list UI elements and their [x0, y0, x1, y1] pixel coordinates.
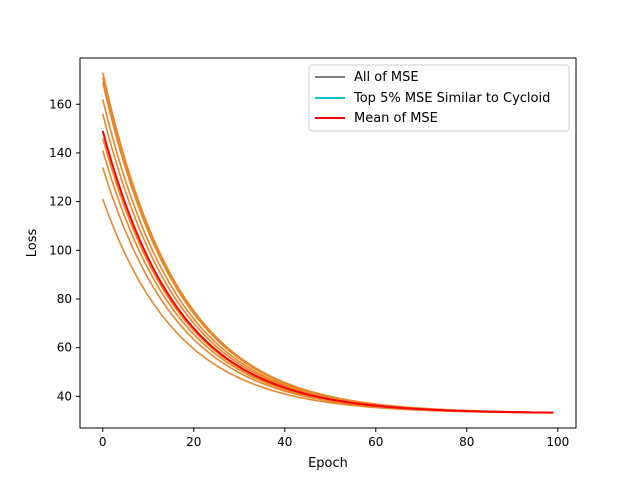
series-lines [101, 72, 554, 414]
x-axis-ticks: 0 20 40 60 80 100 [99, 428, 569, 449]
y-tick-label: 160 [49, 97, 72, 111]
legend-box [308, 64, 570, 132]
y-tick-label: 100 [49, 243, 72, 257]
x-tick-label: 100 [546, 435, 569, 449]
x-tick-label: 80 [459, 435, 474, 449]
y-tick-label: 120 [49, 195, 72, 209]
y-tick-label: 40 [57, 389, 72, 403]
plot-frame [79, 57, 577, 429]
series-line-mean [101, 130, 554, 414]
x-tick-label: 0 [99, 435, 107, 449]
x-tick-label: 60 [368, 435, 383, 449]
legend-label-top5: Top 5% MSE Similar to Cycloid [353, 91, 550, 106]
x-tick-label: 20 [186, 435, 201, 449]
y-axis-label: Loss [25, 229, 40, 258]
legend-label-mean: Mean of MSE [354, 111, 438, 126]
x-axis-label: Epoch [308, 456, 348, 471]
y-tick-label: 60 [57, 341, 72, 355]
legend-label-all-mse: All of MSE [354, 70, 419, 85]
y-tick-label: 80 [57, 292, 72, 306]
y-tick-label: 140 [49, 146, 72, 160]
x-tick-label: 40 [277, 435, 292, 449]
y-axis-ticks: 40 60 80 100 120 140 160 [49, 97, 80, 403]
legend: All of MSE Top 5% MSE Similar to Cycloid… [308, 64, 570, 132]
